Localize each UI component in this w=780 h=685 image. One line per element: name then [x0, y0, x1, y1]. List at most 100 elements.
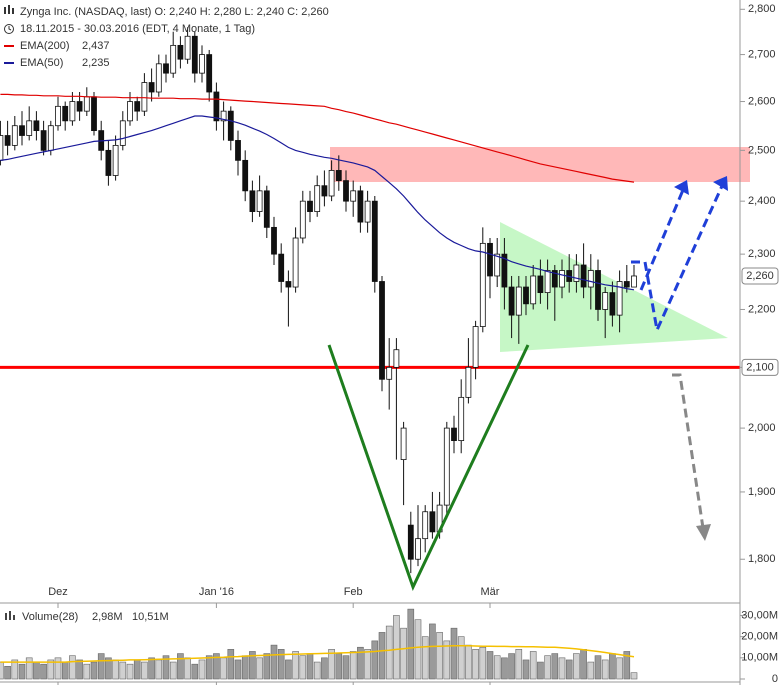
candle-body: [400, 427, 407, 461]
candle-body: [472, 326, 479, 368]
candle-body: [199, 54, 205, 74]
candle-body: [415, 538, 421, 560]
volume-bar: [112, 659, 119, 680]
x-tick-label: Mär: [481, 586, 500, 598]
candle-body: [357, 190, 364, 223]
candle-body: [343, 180, 349, 202]
chart-title: Zynga Inc. (NASDAQ, last) O: 2,240 H: 2,…: [20, 6, 329, 18]
support-box: [741, 358, 779, 376]
volume-bar: [69, 655, 76, 680]
candle-body: [278, 253, 285, 282]
ema-line: [0, 93, 635, 183]
x-tick-label: Feb: [344, 586, 363, 598]
volume-bar: [321, 657, 328, 680]
candle-body: [350, 190, 357, 202]
icon: [12, 8, 14, 14]
volume-bar: [249, 651, 256, 680]
candle-body: [26, 120, 33, 136]
candle-body: [451, 427, 457, 442]
candle-body: [119, 120, 126, 146]
volume-tick-label: 0: [772, 673, 778, 685]
volume-bar: [270, 644, 278, 680]
y-tick-label: 2,500: [748, 144, 776, 156]
forecast-arrow: [672, 373, 705, 529]
volume-icon: [13, 615, 15, 620]
volume-bar: [609, 653, 616, 680]
volume-bar: [616, 657, 623, 680]
volume-bar: [537, 661, 544, 680]
volume-bar: [479, 646, 487, 680]
candle-body: [213, 91, 220, 122]
legend-label: EMA(50): [20, 57, 63, 69]
candle-body: [422, 511, 429, 540]
volume-bar: [76, 659, 83, 680]
volume-bar: [400, 627, 407, 680]
volume-bar: [285, 659, 292, 680]
volume-bar: [565, 659, 573, 680]
volume-legend-value: 2,98M: [92, 611, 123, 623]
candle-body: [249, 190, 256, 212]
background-layer: [330, 147, 750, 352]
volume-bar: [544, 655, 551, 680]
candle-body: [508, 286, 515, 316]
volume-bar: [126, 663, 134, 680]
chart-subtitle: 18.11.2015 - 30.03.2016 (EDT, 4 Monate, …: [20, 23, 255, 35]
volume-bar: [594, 655, 602, 680]
candle-body: [227, 110, 234, 141]
candle-body: [501, 253, 508, 288]
volume-bar: [47, 659, 55, 680]
candle-body: [494, 253, 501, 277]
support-label: 2,100: [746, 361, 774, 373]
candle-body: [559, 270, 565, 288]
candle-body: [429, 511, 436, 533]
volume-bar: [472, 649, 479, 680]
last-price-box: [741, 267, 779, 285]
volume-bar: [40, 663, 47, 680]
volume-bar: [177, 653, 184, 680]
y-tick-label: 2,800: [748, 3, 776, 15]
candle-body: [530, 275, 537, 305]
y-tick-label: 2,300: [748, 248, 776, 260]
candle-body: [314, 185, 321, 212]
y-tick-label: 2,400: [748, 195, 776, 207]
candle-body: [242, 159, 249, 192]
volume-bar: [11, 659, 19, 680]
volume-bar: [97, 653, 105, 680]
annotation-layer: [327, 176, 728, 591]
candle-body: [551, 270, 558, 288]
volume-tick-label: 10,00M: [741, 652, 778, 664]
volume-bar: [105, 657, 112, 680]
forecast-arrow: [639, 189, 685, 291]
candle-body: [587, 270, 594, 288]
volume-bar: [198, 659, 206, 680]
volume-icon: [5, 613, 7, 620]
icon: [8, 5, 10, 14]
volume-bar: [61, 661, 69, 680]
candle-body: [379, 281, 385, 380]
volume-bar: [573, 653, 580, 680]
candle-body: [407, 524, 414, 560]
candle-body: [307, 200, 313, 212]
candle-body: [285, 281, 292, 288]
volume-bar: [162, 655, 170, 680]
candle-body: [271, 226, 277, 255]
volume-bar: [25, 657, 33, 680]
forecast-arrow: [631, 185, 724, 336]
candle-body: [523, 286, 529, 305]
volume-bar: [0, 661, 4, 680]
candle-body: [299, 200, 306, 239]
candle-body: [134, 101, 141, 112]
volume-bar: [385, 625, 393, 680]
legend-value: 2,235: [82, 57, 110, 69]
volume-bar: [335, 653, 343, 680]
candle-body: [371, 200, 378, 282]
candle-body: [69, 101, 76, 122]
volume-bar: [414, 619, 422, 680]
volume-bar: [522, 659, 530, 680]
volume-bar: [169, 661, 177, 680]
volume-bar: [227, 649, 235, 680]
volume-bar: [328, 649, 335, 680]
volume-bar: [313, 661, 321, 680]
